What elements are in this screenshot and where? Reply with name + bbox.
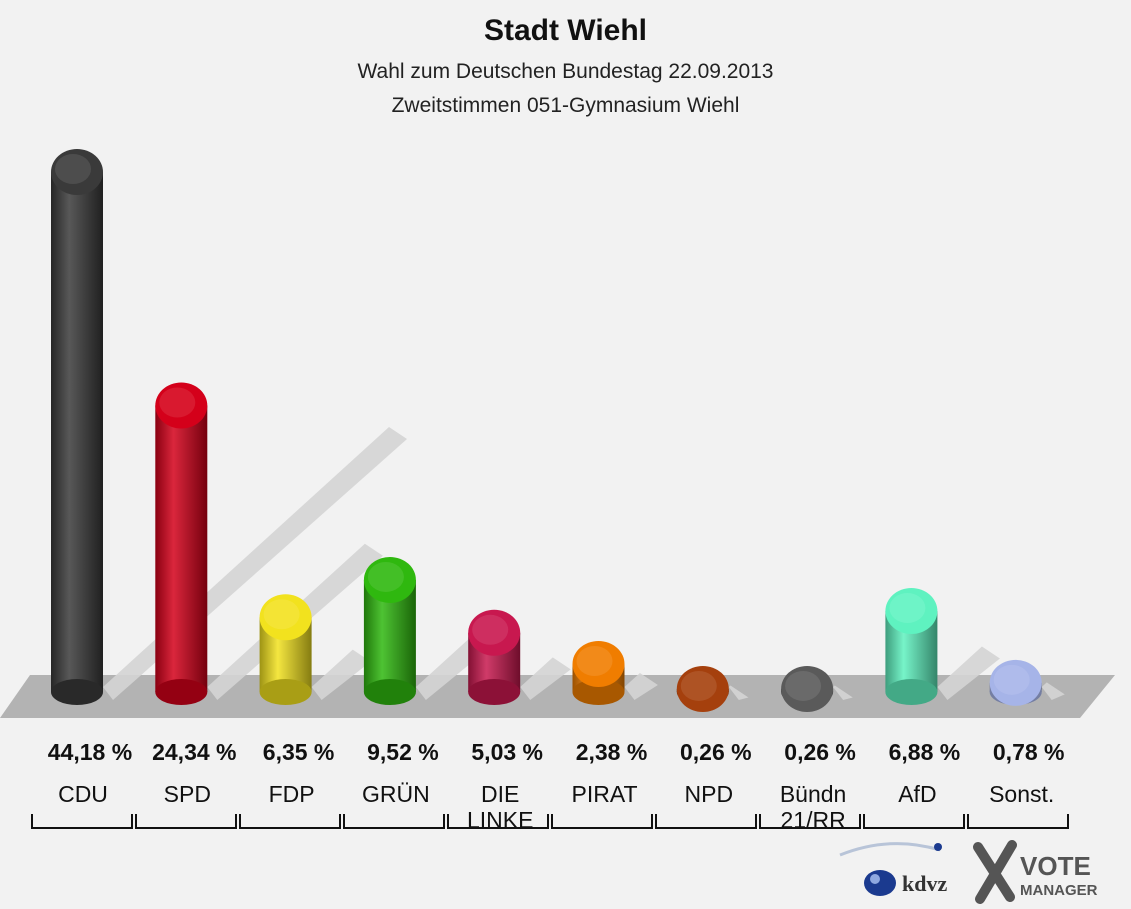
- bar-top-highlight: [680, 670, 717, 701]
- bar-bottom-cap: [363, 679, 416, 705]
- category-label: LINKE: [467, 807, 533, 833]
- bars-group: [51, 149, 1042, 712]
- bar-cdu: [51, 149, 103, 705]
- value-label: 6,88 %: [889, 739, 961, 765]
- category-label: GRÜN: [362, 781, 430, 807]
- bar-shadow: [624, 672, 658, 700]
- bar-shadow: [833, 685, 853, 700]
- bar-pirat: [572, 640, 625, 705]
- bar-bottom-cap: [885, 679, 938, 705]
- value-label: 0,26 %: [784, 739, 856, 765]
- bar-body: [51, 172, 103, 692]
- bar-npd: [676, 665, 729, 712]
- value-label: 9,52 %: [367, 739, 439, 765]
- bar-die-linke: [468, 609, 521, 705]
- bar-shadow: [311, 649, 371, 700]
- bar-top-highlight: [785, 670, 822, 701]
- category-bracket-lines: [31, 814, 1069, 829]
- bar-bottom-cap: [259, 679, 312, 705]
- bar-shadow: [520, 657, 571, 700]
- bar-top-highlight: [367, 561, 404, 592]
- bar-shadow: [1041, 682, 1065, 700]
- value-labels-group: 44,18 % 24,34 % 6,35 % 9,52 % 5,03 % 2,38 % 0,…: [48, 739, 1065, 765]
- bar-bottom-cap: [155, 679, 208, 705]
- value-label: 24,34 %: [152, 739, 236, 765]
- category-label: Sonst.: [989, 781, 1054, 807]
- bar-bottom-cap: [572, 679, 625, 705]
- kdvz-logo: kdvz: [839, 842, 947, 896]
- manager-text: MANAGER: [1020, 882, 1098, 899]
- category-brackets: [31, 814, 1069, 829]
- bar-top-highlight: [472, 614, 509, 645]
- bar-top-highlight: [55, 154, 91, 184]
- category-label: PIRAT: [571, 781, 637, 807]
- value-label: 5,03 %: [471, 739, 543, 765]
- bar-shadow: [937, 646, 1000, 700]
- vote-manager-logo: VOTE MANAGER: [973, 840, 1098, 904]
- bar-spd: [155, 382, 208, 705]
- bar-sonst-: [989, 659, 1042, 706]
- value-label: 0,26 %: [680, 739, 752, 765]
- bar-body: [155, 405, 208, 692]
- bar-top-highlight: [889, 593, 926, 624]
- value-label: 0,78 %: [993, 739, 1065, 765]
- category-label: 21/RR: [780, 807, 845, 833]
- x-mark-icon: [973, 840, 1017, 904]
- bar-top-highlight: [159, 387, 196, 418]
- bar-top-highlight: [993, 664, 1030, 695]
- chart-title: Stadt Wiehl: [483, 14, 648, 47]
- value-label: 44,18 %: [48, 739, 132, 765]
- bar-bottom-cap: [51, 679, 103, 705]
- bar-gr-n: [363, 556, 416, 705]
- category-label: DIE: [481, 781, 519, 807]
- value-label: 2,38 %: [576, 739, 648, 765]
- category-label: Bündn: [780, 781, 847, 807]
- category-label: CDU: [58, 781, 108, 807]
- bar-top-highlight: [576, 645, 613, 676]
- chart-subtitle-line-1: Wahl zum Deutschen Bundestag 22.09.2013: [357, 60, 774, 83]
- category-label: AfD: [898, 781, 936, 807]
- chart-subtitle-line-2: Zweitstimmen 051-Gymnasium Wiehl: [391, 94, 740, 117]
- bar-top-highlight: [263, 599, 300, 630]
- bar-afd: [885, 588, 938, 705]
- category-label: FDP: [269, 781, 315, 807]
- bar-shadow: [728, 685, 749, 700]
- bar-b-ndn-21-rr: [781, 665, 834, 712]
- bar-fdp: [259, 594, 312, 705]
- logo-area: kdvz VOTE MANAGER: [839, 840, 1098, 904]
- category-label: SPD: [164, 781, 211, 807]
- category-label: NPD: [685, 781, 734, 807]
- kdvz-logo-text: kdvz: [902, 871, 947, 896]
- bar-bottom-cap: [468, 679, 521, 705]
- vote-text: VOTE: [1020, 851, 1091, 881]
- value-label: 6,35 %: [263, 739, 335, 765]
